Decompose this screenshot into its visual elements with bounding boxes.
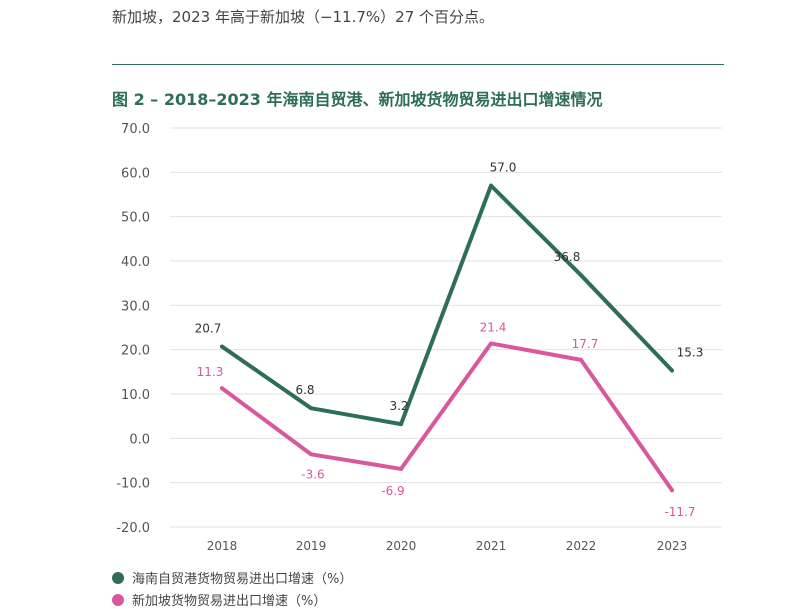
y-tick-label: 60.0 — [121, 166, 150, 181]
data-label: -3.6 — [301, 467, 324, 481]
x-tick-label: 2023 — [657, 539, 688, 553]
data-point — [309, 406, 313, 411]
data-label: 17.7 — [572, 337, 599, 351]
data-point — [399, 422, 403, 427]
data-label: 3.2 — [389, 399, 408, 413]
data-label: 57.0 — [490, 161, 517, 175]
legend-label-hainan: 海南自贸港货物贸易进出口增速（%） — [132, 572, 353, 587]
x-tick-label: 2021 — [476, 539, 507, 553]
data-label: 11.3 — [197, 365, 224, 379]
y-tick-label: 10.0 — [121, 388, 150, 403]
data-label: 36.8 — [554, 250, 581, 264]
data-label: 20.7 — [195, 322, 222, 336]
y-tick-label: 30.0 — [121, 299, 150, 314]
data-label: -6.9 — [381, 484, 404, 498]
series-line-hainan — [220, 183, 674, 427]
figure-title: 图 2 – 2018–2023 年海南自贸港、新加坡货物贸易进出口增速情况 — [112, 90, 603, 109]
data-point — [489, 341, 493, 346]
x-tick-label: 2022 — [566, 539, 597, 553]
data-label: 21.4 — [480, 320, 507, 334]
series-line-singapore — [220, 341, 674, 493]
data-point — [489, 183, 493, 188]
data-point — [579, 273, 583, 278]
x-tick-label: 2019 — [296, 539, 327, 553]
x-tick-label: 2018 — [207, 539, 238, 553]
data-point — [220, 386, 224, 391]
y-tick-label: -20.0 — [116, 521, 150, 536]
data-point — [399, 466, 403, 471]
y-tick-label: 70.0 — [121, 122, 150, 137]
legend-swatch-hainan — [112, 571, 124, 584]
legend-item-hainan: 海南自贸港货物贸易进出口增速（%） — [112, 568, 352, 587]
y-tick-label: 20.0 — [121, 344, 150, 359]
data-point — [309, 452, 313, 457]
data-point — [220, 344, 224, 349]
intro-paragraph: 新加坡，2023 年高于新加坡（−11.7%）27 个百分点。 — [112, 8, 495, 26]
data-point — [670, 488, 674, 493]
data-point — [579, 357, 583, 362]
section-divider — [112, 64, 724, 65]
y-tick-label: -10.0 — [116, 477, 150, 492]
data-label: -11.7 — [664, 505, 695, 519]
y-tick-label: 40.0 — [121, 255, 150, 270]
data-point — [670, 368, 674, 373]
y-tick-label: 0.0 — [129, 432, 150, 447]
data-label: 6.8 — [295, 383, 314, 397]
x-tick-label: 2020 — [386, 539, 417, 553]
data-label: 15.3 — [677, 346, 704, 360]
y-tick-label: 50.0 — [121, 211, 150, 226]
